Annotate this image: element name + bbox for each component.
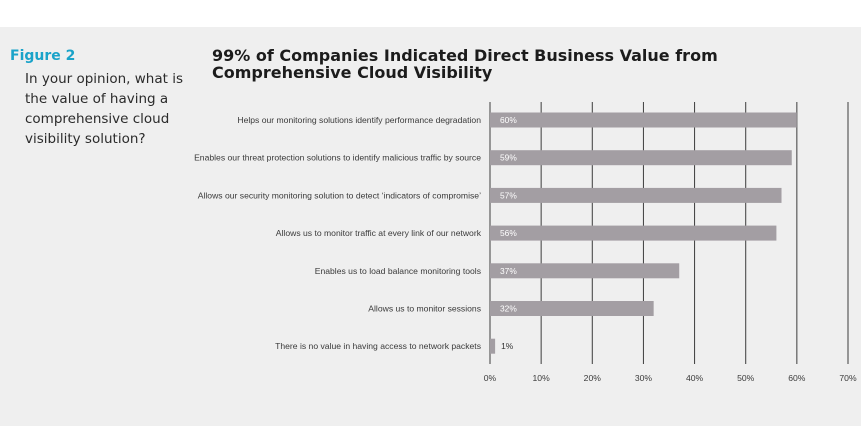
figure-label: Figure 2 xyxy=(10,48,76,64)
data-label: 32% xyxy=(500,304,517,314)
x-tick-label: 60% xyxy=(788,373,806,383)
x-tick-label: 30% xyxy=(635,373,653,383)
bar xyxy=(490,301,654,316)
bar xyxy=(490,150,792,166)
bar xyxy=(490,263,680,279)
bar xyxy=(490,338,496,354)
data-label: 60% xyxy=(500,115,517,125)
x-tick-label: 40% xyxy=(686,373,704,383)
x-tick-label: 0% xyxy=(484,373,497,383)
bar xyxy=(490,187,782,203)
x-tick-label: 50% xyxy=(737,373,755,383)
data-label: 1% xyxy=(501,341,514,351)
category-label: Helps our monitoring solutions identify … xyxy=(237,115,481,125)
data-label: 59% xyxy=(500,153,517,163)
chart-title: 99% of Companies Indicated Direct Busine… xyxy=(212,46,718,82)
category-label: Allows us to monitor traffic at every li… xyxy=(276,228,482,238)
bar xyxy=(490,225,777,241)
category-label: There is no value in having access to ne… xyxy=(275,341,481,351)
x-tick-label: 70% xyxy=(839,373,857,383)
x-tick-label: 10% xyxy=(533,373,551,383)
figure-question: In your opinion, what is the value of ha… xyxy=(25,71,183,147)
category-label: Allows our security monitoring solution … xyxy=(198,190,481,200)
data-label: 57% xyxy=(500,190,517,200)
bar xyxy=(490,112,797,128)
category-label: Allows us to monitor sessions xyxy=(368,304,481,314)
x-tick-label: 20% xyxy=(584,373,602,383)
data-label: 56% xyxy=(500,228,517,238)
category-label: Enables our threat protection solutions … xyxy=(194,153,481,163)
category-label: Enables us to load balance monitoring to… xyxy=(315,266,481,276)
data-label: 37% xyxy=(500,266,517,276)
